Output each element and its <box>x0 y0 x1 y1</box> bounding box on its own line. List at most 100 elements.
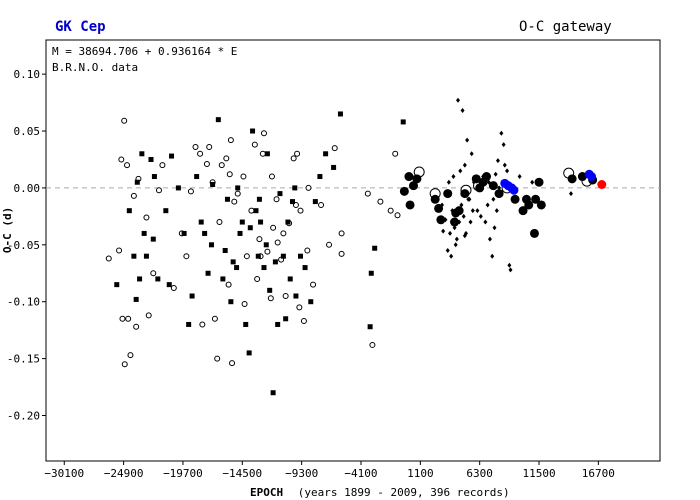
point-open-small <box>297 207 304 214</box>
point-filled-large <box>430 194 440 204</box>
point-diamond <box>449 253 454 259</box>
point-filled-small <box>302 265 308 271</box>
point-open-small <box>331 145 338 152</box>
point-open-small <box>170 285 177 292</box>
point-filled-small <box>186 321 192 327</box>
point-latest <box>597 180 607 190</box>
point-open-small <box>264 248 271 255</box>
point-filled-small <box>194 174 200 180</box>
point-open-small <box>251 141 258 148</box>
point-diamond <box>568 191 573 197</box>
point-filled-small <box>150 236 156 242</box>
y-axis-label: O-C (d) <box>1 207 14 253</box>
point-diamond <box>460 108 465 114</box>
point-filled-small <box>239 219 245 225</box>
point-open-small <box>305 184 312 191</box>
point-filled-small <box>169 153 175 159</box>
point-open-small <box>377 198 384 205</box>
point-open-small <box>304 247 311 254</box>
point-open-small <box>273 196 280 203</box>
point-open-small <box>121 361 128 368</box>
point-open-small <box>216 219 223 226</box>
point-filled-small <box>267 287 273 293</box>
point-filled-large <box>450 217 460 227</box>
point-filled-small <box>280 253 286 259</box>
point-filled-small <box>367 324 373 330</box>
point-diamond <box>461 213 466 219</box>
point-open-small <box>280 230 287 237</box>
point-open-small <box>127 352 134 359</box>
point-open-small <box>143 214 150 221</box>
point-diamond <box>490 253 495 259</box>
point-open-small <box>226 171 233 178</box>
point-open-small <box>290 155 297 162</box>
point-filled-small <box>270 390 276 396</box>
point-diamond <box>517 174 522 180</box>
point-open-small <box>394 212 401 219</box>
point-filled-small <box>137 276 143 282</box>
x-tick-label: −9300 <box>285 467 318 480</box>
point-diamond <box>485 202 490 208</box>
point-filled-small <box>308 299 314 305</box>
point-diamond <box>505 168 510 174</box>
point-open-small <box>364 190 371 197</box>
point-filled-large <box>471 174 481 184</box>
point-ccd <box>587 172 597 182</box>
point-diamond <box>452 225 457 231</box>
point-open-small <box>150 270 157 277</box>
point-filled-large <box>399 186 409 196</box>
point-filled-small <box>331 164 337 170</box>
point-filled-large <box>536 200 546 210</box>
point-filled-small <box>258 219 264 225</box>
point-filled-small <box>208 242 214 248</box>
point-filled-large <box>521 194 531 204</box>
point-open-small <box>124 162 131 169</box>
point-open-small <box>256 236 263 243</box>
point-open-small <box>105 255 112 262</box>
point-filled-small <box>290 199 296 205</box>
y-tick-label: 0.00 <box>14 182 41 195</box>
point-open-small <box>267 295 274 302</box>
point-open-small <box>197 150 204 157</box>
point-filled-small <box>264 151 270 157</box>
point-open-small <box>294 150 301 157</box>
y-tick-label: -0.10 <box>7 296 40 309</box>
point-filled-small <box>253 208 259 214</box>
point-filled-small <box>126 208 132 214</box>
point-filled-large <box>567 174 577 184</box>
point-open-small <box>133 323 140 330</box>
point-open-small <box>260 130 267 137</box>
point-diamond <box>465 137 470 143</box>
point-diamond <box>497 185 502 191</box>
point-filled-small <box>228 299 234 305</box>
x-axis-label-group: EPOCH (years 1899 - 2009, 396 records) <box>250 486 510 499</box>
point-filled-small <box>312 199 318 205</box>
point-open-small <box>387 207 394 214</box>
point-open-small <box>268 173 275 180</box>
point-filled-small <box>133 296 139 302</box>
point-filled-small <box>151 174 157 180</box>
point-open-small <box>116 247 123 254</box>
point-filled-small <box>155 276 161 282</box>
point-diamond <box>475 208 480 214</box>
point-diamond <box>448 230 453 236</box>
point-filled-small <box>235 185 241 191</box>
point-filled-small <box>163 208 169 214</box>
point-open-small <box>241 300 248 307</box>
point-open-small <box>369 341 376 348</box>
point-diamond <box>455 97 460 103</box>
x-tick-label: 11500 <box>522 467 555 480</box>
point-filled-large <box>460 189 470 199</box>
plot-frame <box>45 39 661 462</box>
point-filled-small <box>317 174 323 180</box>
point-open-small <box>183 253 190 260</box>
x-tick-label: 16700 <box>582 467 615 480</box>
point-filled-small <box>198 219 204 225</box>
point-open-small <box>296 304 303 311</box>
point-open-small <box>125 315 132 322</box>
point-open-small <box>282 293 289 300</box>
point-filled-large <box>488 181 498 191</box>
point-filled-small <box>247 225 253 231</box>
gateway-label: O-C gateway <box>519 19 612 35</box>
